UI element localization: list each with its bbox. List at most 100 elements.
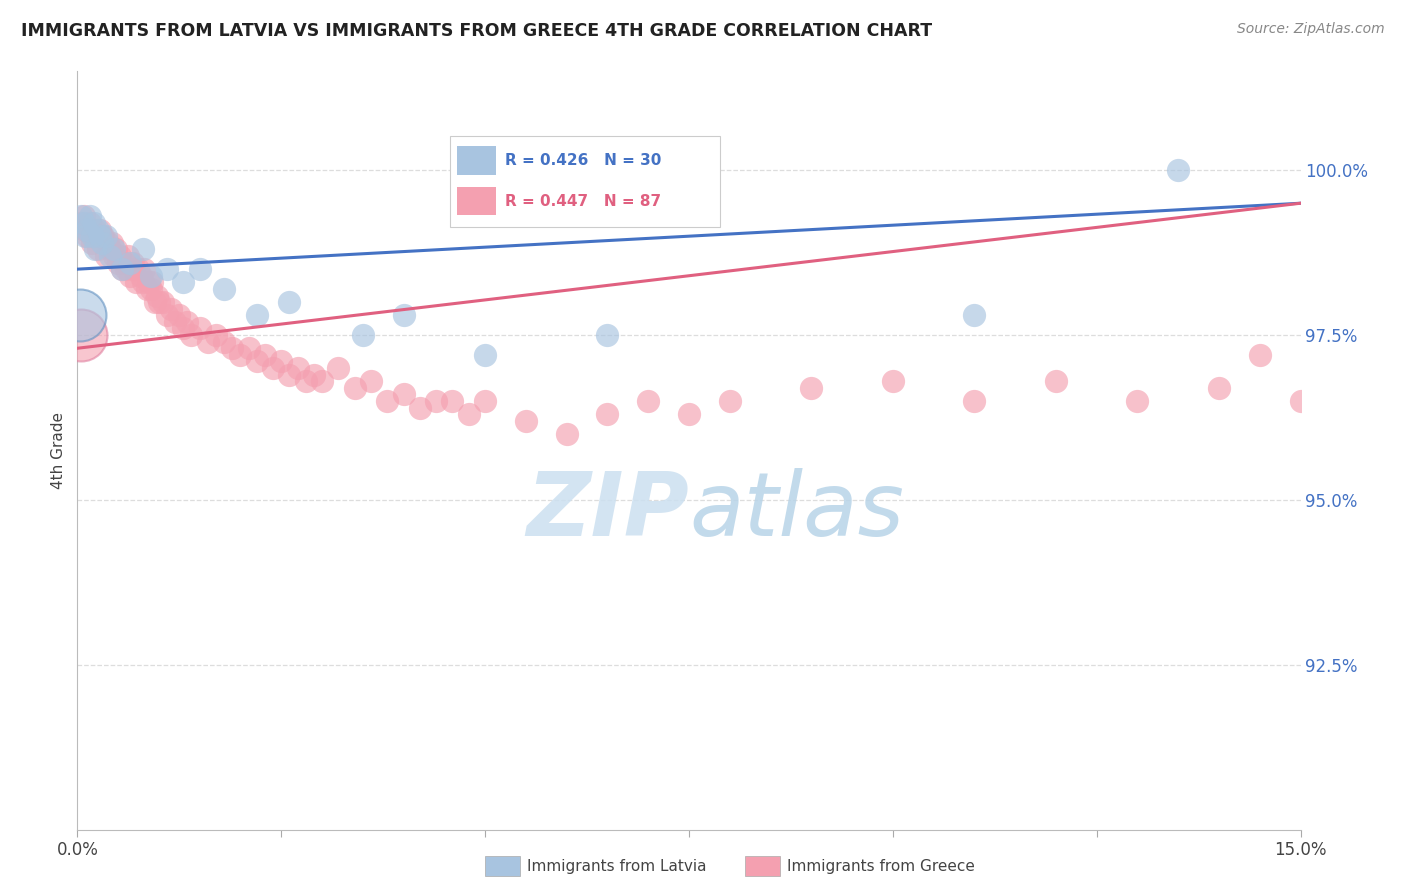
Point (221, 341, 243, 355)
Point (302, 368, 325, 382)
Point (409, 401, 432, 415)
Point (165, 315, 187, 329)
Point (105, 243, 128, 257)
Point (238, 341, 260, 355)
Point (375, 394, 398, 409)
Point (392, 387, 415, 401)
Point (176, 315, 198, 329)
Point (212, 334, 235, 349)
Point (76, 229, 98, 244)
Point (596, 328, 619, 343)
Point (474, 348, 496, 362)
Point (131, 243, 153, 257)
Point (156, 308, 179, 322)
Point (108, 249, 131, 263)
Text: Immigrants from Latvia: Immigrants from Latvia (527, 859, 707, 873)
Point (188, 321, 211, 335)
Y-axis label: 4th Grade: 4th Grade (51, 412, 66, 489)
Text: Immigrants from Greece: Immigrants from Greece (787, 859, 976, 873)
Point (94, 249, 117, 263)
Point (89, 229, 111, 244)
Point (135, 282, 157, 296)
Point (80, 235, 103, 250)
Point (98, 249, 121, 263)
Point (120, 255, 142, 269)
Point (474, 394, 496, 409)
Point (197, 334, 219, 349)
Point (205, 328, 228, 343)
Point (75, 222, 97, 236)
Point (1126, 394, 1149, 409)
Point (124, 262, 146, 277)
Point (111, 262, 134, 277)
Point (87, 222, 110, 236)
Point (152, 295, 174, 310)
Point (963, 394, 986, 409)
Point (963, 308, 986, 322)
Point (278, 368, 301, 382)
Point (262, 361, 284, 376)
Point (93, 229, 115, 244)
Text: ZIP: ZIP (526, 467, 689, 555)
Text: Source: ZipAtlas.com: Source: ZipAtlas.com (1237, 22, 1385, 37)
Point (139, 282, 162, 296)
Point (392, 308, 415, 322)
Point (129, 268, 152, 283)
Point (76, 222, 98, 236)
Point (180, 328, 202, 343)
Point (246, 354, 269, 368)
Point (270, 354, 292, 368)
Point (328, 361, 350, 376)
Point (141, 276, 163, 290)
Point (160, 301, 183, 316)
FancyBboxPatch shape (450, 136, 720, 227)
Text: R = 0.447   N = 87: R = 0.447 N = 87 (506, 194, 662, 209)
Point (69, 308, 91, 322)
Point (637, 394, 659, 409)
Point (121, 255, 143, 269)
Text: R = 0.426   N = 30: R = 0.426 N = 30 (506, 153, 662, 169)
Point (294, 374, 316, 388)
Point (360, 374, 382, 388)
Point (70, 210, 93, 224)
Text: IMMIGRANTS FROM LATVIA VS IMMIGRANTS FROM GREECE 4TH GRADE CORRELATION CHART: IMMIGRANTS FROM LATVIA VS IMMIGRANTS FRO… (21, 22, 932, 40)
Point (138, 276, 160, 290)
Point (1045, 374, 1067, 388)
Point (83, 229, 105, 244)
Point (117, 249, 139, 263)
Point (156, 262, 179, 277)
Point (515, 414, 537, 428)
Point (678, 407, 700, 421)
Text: atlas: atlas (689, 468, 904, 554)
Point (84, 243, 107, 257)
Point (253, 348, 276, 362)
Point (718, 394, 741, 409)
Point (79, 210, 101, 224)
Point (1208, 381, 1230, 395)
Point (457, 407, 479, 421)
Point (311, 374, 333, 388)
Point (229, 348, 252, 362)
Point (103, 243, 125, 257)
Point (882, 374, 904, 388)
Point (352, 328, 374, 343)
Point (169, 308, 191, 322)
Point (98, 243, 121, 257)
Point (73, 210, 96, 224)
Point (172, 321, 194, 335)
Point (90, 235, 112, 250)
Point (146, 288, 169, 302)
Point (343, 381, 366, 395)
Point (1289, 394, 1312, 409)
Point (800, 381, 823, 395)
Point (69, 328, 91, 343)
Point (87, 243, 110, 257)
Point (425, 394, 447, 409)
Point (90, 229, 112, 244)
Point (172, 276, 194, 290)
Point (114, 255, 136, 269)
Point (100, 235, 122, 250)
Point (127, 262, 149, 277)
Point (94, 229, 117, 244)
Point (107, 255, 129, 269)
